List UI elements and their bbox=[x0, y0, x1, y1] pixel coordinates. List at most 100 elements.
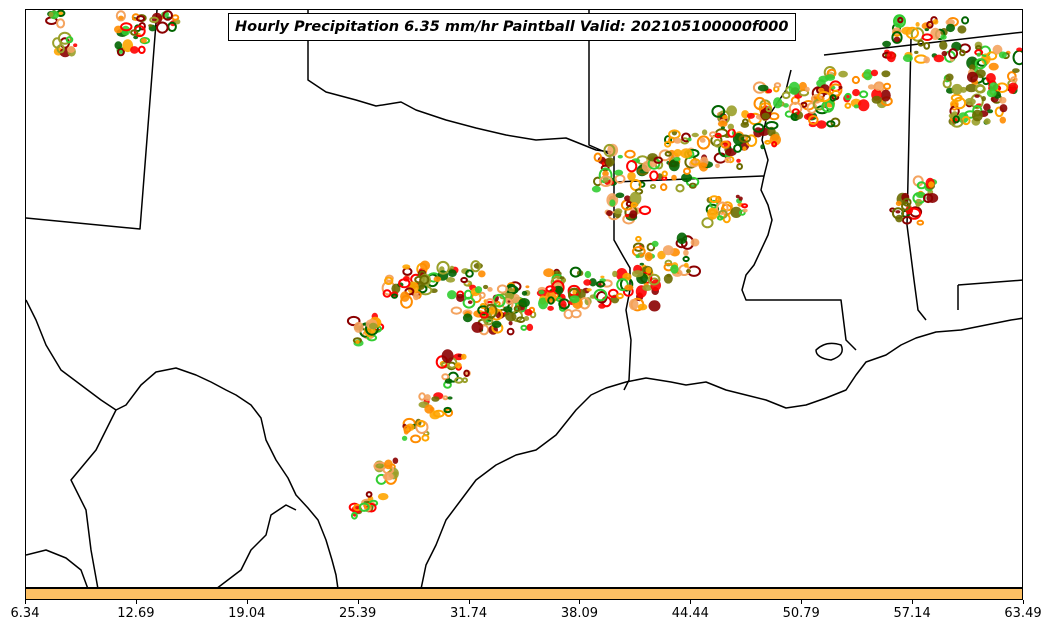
precip-blob bbox=[863, 69, 873, 81]
precip-blob bbox=[987, 109, 994, 114]
precip-blob bbox=[716, 215, 724, 221]
precip-blob bbox=[902, 54, 913, 62]
precip-blob bbox=[382, 472, 394, 481]
precip-blob bbox=[773, 97, 783, 109]
precip-blob bbox=[65, 36, 74, 44]
precip-blob bbox=[914, 50, 919, 55]
precip-blob bbox=[733, 143, 743, 153]
precip-blob bbox=[56, 44, 65, 54]
precip-blob bbox=[808, 115, 819, 125]
precip-blob bbox=[130, 29, 139, 36]
precip-blob bbox=[447, 396, 453, 400]
colorbar-tick-label: 12.69 bbox=[117, 606, 155, 621]
precip-blob bbox=[569, 295, 580, 304]
precip-blob bbox=[1012, 68, 1020, 73]
precip-blob bbox=[589, 278, 597, 287]
precip-blob bbox=[424, 394, 431, 402]
precip-blob bbox=[852, 89, 860, 97]
precip-blob bbox=[133, 35, 139, 40]
precip-blob bbox=[691, 132, 699, 138]
precip-blob bbox=[648, 300, 661, 312]
precip-blob bbox=[992, 44, 1003, 55]
colorbar-tick-label: 44.44 bbox=[671, 606, 709, 621]
precip-blob bbox=[484, 303, 498, 319]
precip-blob bbox=[975, 69, 986, 79]
precip-blob bbox=[707, 207, 719, 220]
precip-blob bbox=[506, 327, 515, 336]
precip-blob bbox=[974, 94, 980, 98]
precip-blob bbox=[951, 83, 963, 95]
precip-blob bbox=[662, 245, 674, 256]
precip-blob bbox=[162, 10, 173, 21]
precip-blob bbox=[810, 94, 823, 104]
precip-blob bbox=[742, 118, 749, 125]
precip-blob bbox=[478, 291, 486, 299]
precip-blob bbox=[957, 25, 967, 34]
precip-blob bbox=[149, 16, 159, 24]
precip-blob bbox=[130, 46, 139, 54]
precip-blob bbox=[48, 11, 54, 18]
precip-blob bbox=[901, 192, 910, 202]
precip-blob bbox=[930, 27, 941, 40]
precip-blob bbox=[660, 183, 668, 192]
precip-blob bbox=[764, 139, 771, 145]
precip-blob bbox=[952, 96, 967, 110]
precip-blob bbox=[746, 112, 755, 119]
precip-blob bbox=[605, 157, 615, 167]
precip-blob bbox=[513, 305, 521, 312]
precip-blob bbox=[629, 210, 638, 219]
precip-blob bbox=[384, 459, 393, 470]
precip-blob bbox=[724, 156, 732, 164]
precip-blob bbox=[983, 103, 991, 111]
precip-blob bbox=[781, 91, 791, 100]
precip-blob bbox=[673, 149, 682, 157]
precip-blob bbox=[431, 396, 440, 402]
state-borders bbox=[26, 10, 1022, 587]
precip-blob bbox=[923, 42, 931, 50]
precip-blob bbox=[628, 298, 639, 311]
precip-blob bbox=[986, 51, 998, 61]
precip-blob bbox=[595, 280, 606, 288]
precip-blob bbox=[627, 171, 636, 181]
precip-blob bbox=[456, 293, 465, 302]
precip-blob bbox=[416, 419, 426, 428]
precip-blob bbox=[135, 15, 146, 22]
precip-blob bbox=[73, 43, 78, 47]
precip-blob bbox=[790, 113, 798, 120]
precip-blob bbox=[545, 285, 556, 293]
precip-blob bbox=[916, 181, 927, 190]
precip-blob bbox=[140, 38, 147, 44]
precip-blob bbox=[418, 392, 426, 401]
precip-blob bbox=[1012, 49, 1022, 66]
precip-blob bbox=[682, 255, 690, 263]
precip-blob bbox=[601, 279, 613, 288]
precip-blob bbox=[998, 51, 1007, 59]
precip-blob bbox=[412, 292, 420, 301]
precip-blob bbox=[442, 395, 449, 401]
precip-blob bbox=[491, 320, 502, 328]
precip-blob bbox=[664, 140, 672, 148]
precip-blob bbox=[881, 70, 891, 78]
precip-blob bbox=[902, 197, 912, 207]
colorbar-tick-label: 57.14 bbox=[893, 606, 931, 621]
precip-blob bbox=[526, 323, 534, 331]
precip-blob bbox=[355, 339, 360, 344]
precip-blob bbox=[463, 369, 470, 377]
precip-blob bbox=[765, 106, 772, 113]
precip-blob bbox=[401, 435, 408, 441]
precip-blob bbox=[905, 206, 914, 215]
precip-blob bbox=[711, 105, 726, 118]
precip-blob bbox=[788, 81, 800, 95]
precip-blob bbox=[115, 10, 127, 22]
precip-blob bbox=[603, 143, 616, 158]
precip-blob bbox=[821, 100, 835, 113]
precip-blob bbox=[738, 209, 746, 216]
precip-blob bbox=[974, 58, 987, 70]
precip-blob bbox=[661, 170, 668, 178]
precip-blob bbox=[445, 277, 456, 283]
precip-blob bbox=[471, 321, 484, 333]
precip-blob bbox=[886, 51, 896, 63]
precip-blob bbox=[1016, 47, 1022, 52]
precip-blob bbox=[635, 235, 642, 242]
precip-blob bbox=[950, 117, 964, 128]
